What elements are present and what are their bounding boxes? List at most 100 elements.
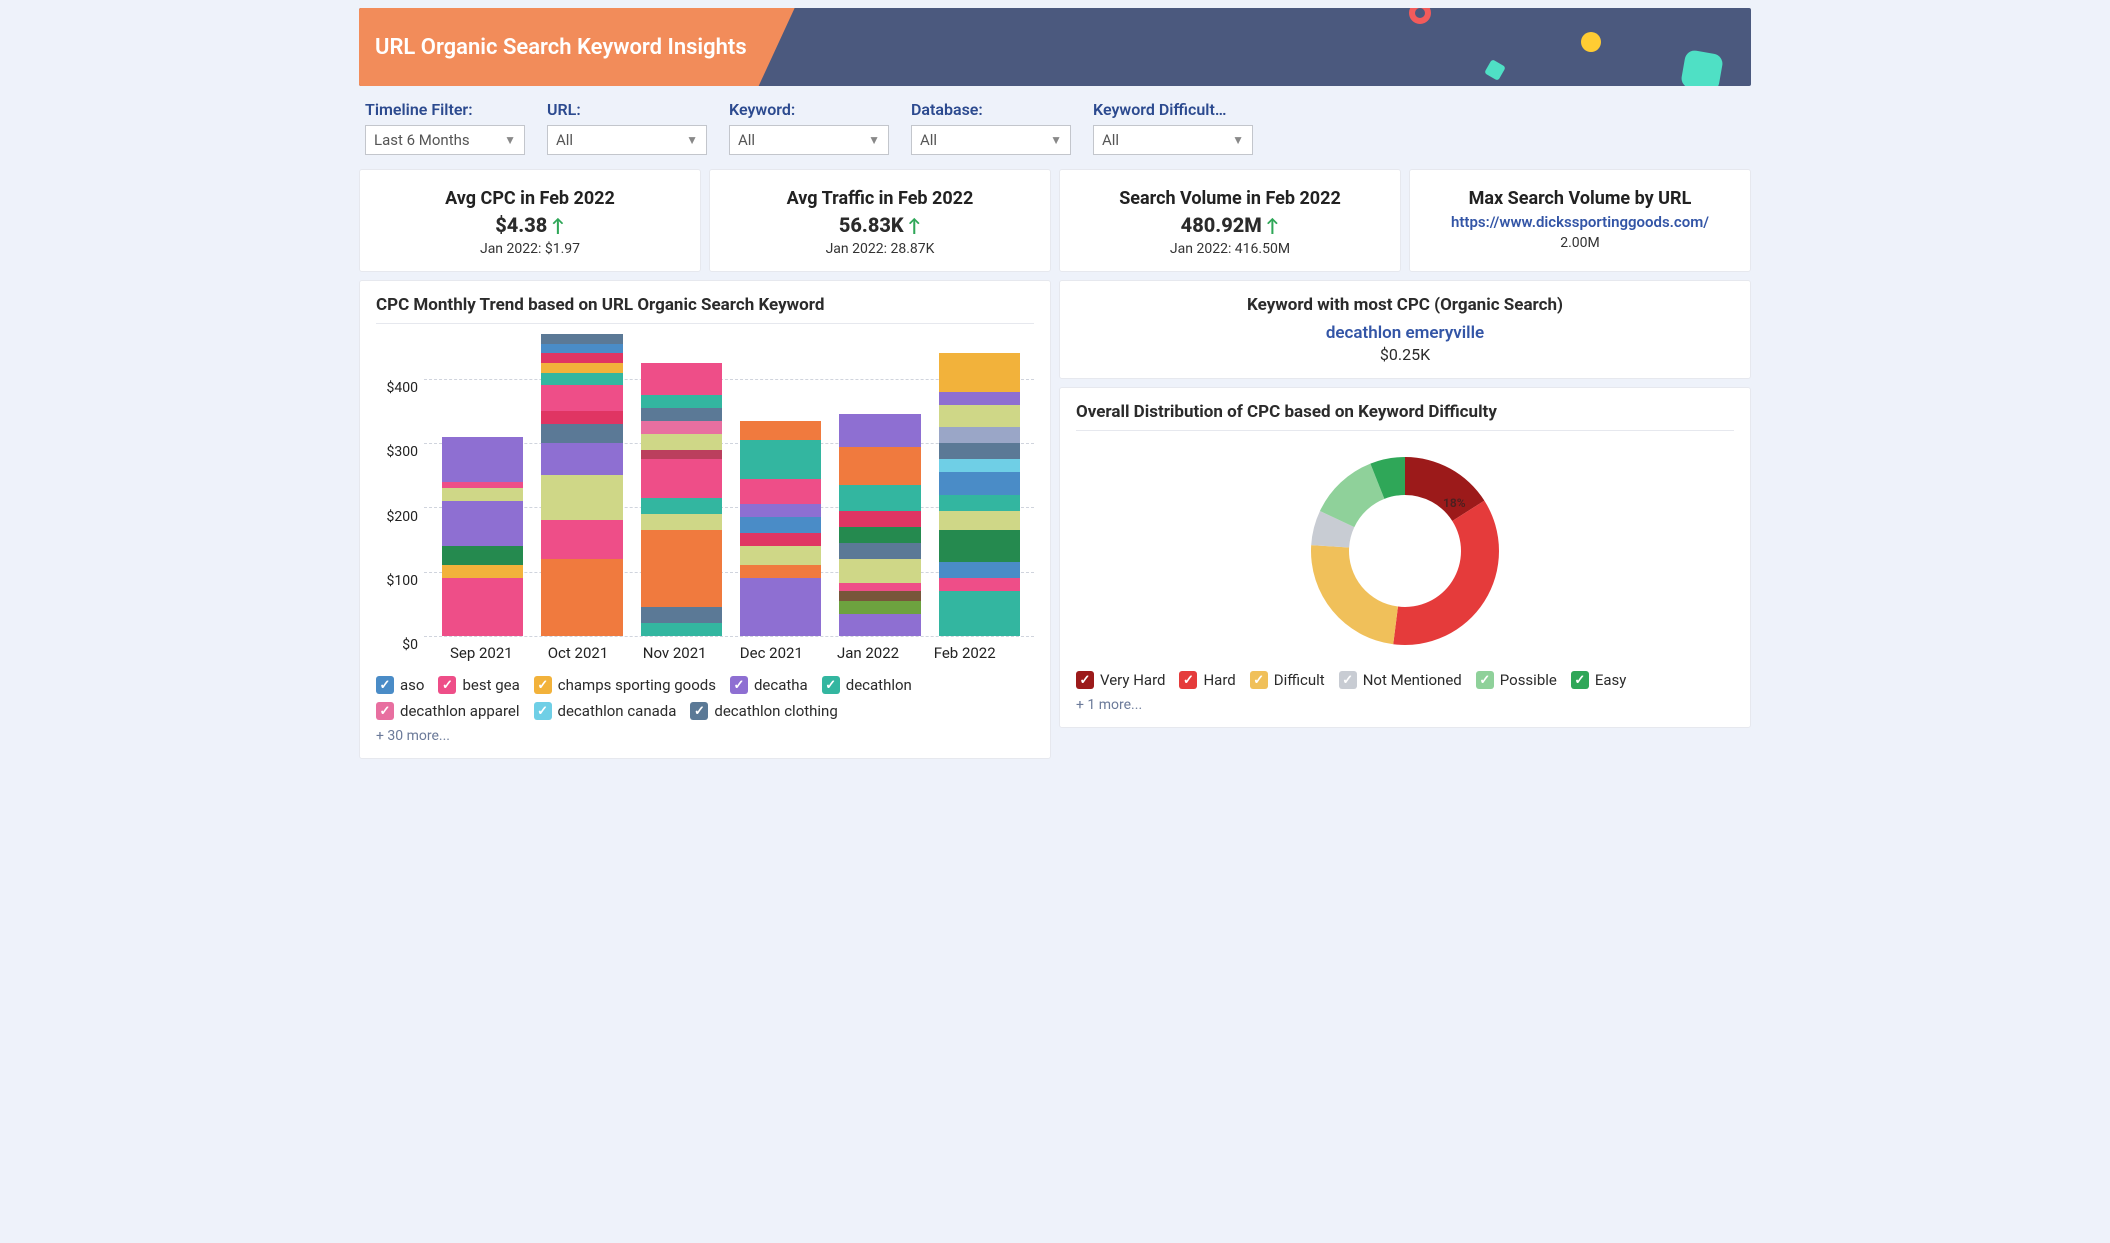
bar-segment [541,559,622,636]
bar-segment [939,353,1020,392]
legend-label: Very Hard [1100,671,1165,689]
legend-item[interactable]: ✓ Hard [1179,671,1235,689]
filter-select-0[interactable]: Last 6 Months ▼ [365,125,525,155]
legend-swatch-icon: ✓ [1250,671,1268,689]
legend-item[interactable]: ✓Easy [1571,671,1627,689]
bar-segment [541,475,622,520]
header-decoration-icon [1484,59,1506,81]
filter-select-4[interactable]: All ▼ [1093,125,1253,155]
chevron-down-icon: ▼ [868,133,880,147]
bar-column[interactable] [442,437,523,636]
x-axis-label: Dec 2021 [732,644,811,662]
bar-segment [442,565,523,578]
legend-item[interactable]: ✓aso [376,676,424,694]
filter-value: All [1102,131,1119,149]
kpi-title: Search Volume in Feb 2022 [1070,188,1390,209]
legend-item[interactable]: ✓ Very Hard [1076,671,1165,689]
donut-slice[interactable] [1311,545,1398,644]
legend-label: Hard [1203,671,1235,689]
filter-label: URL: [547,100,707,119]
bar-segment [740,440,821,479]
legend-item[interactable]: ✓Difficult [1250,671,1325,689]
legend-item[interactable]: ✓champs sporting goods [534,676,716,694]
kpi-value: $4.38 ↑ [370,213,690,237]
bar-segment [541,424,622,443]
bar-segment [442,578,523,636]
header-decoration-icon [1409,8,1431,24]
cpc-legend-more[interactable]: + 30 more... [376,728,1034,744]
bar-segment [839,614,920,636]
kpi-card: Avg Traffic in Feb 2022 56.83K ↑ Jan 202… [709,169,1051,272]
donut-legend-more[interactable]: + 1 more... [1076,697,1734,713]
legend-item[interactable]: ✓Possible [1476,671,1557,689]
bar-segment [541,520,622,559]
donut-slice-label: 18% [1443,496,1466,510]
bar-segment [939,495,1020,511]
bar-segment [641,395,722,408]
bar-segment [641,607,722,623]
bar-segment [641,498,722,514]
bar-column[interactable] [641,363,722,636]
donut-legend: ✓ Very Hard ✓ Hard ✓Difficult ✓Not Mentioned ✓… [1076,671,1734,689]
legend-swatch-icon: ✓ [822,676,840,694]
filter-value: Last 6 Months [374,131,470,149]
most-cpc-title: Keyword with most CPC (Organic Search) [1076,295,1734,315]
legend-item[interactable]: ✓best gea [438,676,519,694]
bar-segment [740,533,821,546]
bar-segment [641,434,722,450]
x-axis-label: Sep 2021 [442,644,521,662]
cpc-chart-title: CPC Monthly Trend based on URL Organic S… [376,295,1034,315]
bar-segment [442,546,523,565]
bar-column[interactable] [939,353,1020,636]
bar-segment [641,623,722,636]
filter-select-2[interactable]: All ▼ [729,125,889,155]
legend-item[interactable]: ✓ decathlon canada [534,702,677,720]
bar-segment [740,479,821,505]
bar-segment [939,443,1020,459]
bar-segment [740,517,821,533]
kpi-value: 56.83K ↑ [720,213,1040,237]
most-cpc-keyword[interactable]: decathlon emeryville [1076,323,1734,343]
bar-column[interactable] [541,334,622,636]
bar-segment [541,363,622,373]
legend-swatch-icon: ✓ [1076,671,1094,689]
bar-segment [939,562,1020,578]
legend-item[interactable]: ✓decathlon apparel [376,702,520,720]
kpi-card: Search Volume in Feb 2022 480.92M ↑ Jan … [1059,169,1401,272]
kpi-subtext: Jan 2022: 28.87K [720,241,1040,257]
bar-segment [740,578,821,636]
filter-select-3[interactable]: All ▼ [911,125,1071,155]
bar-column[interactable] [839,414,920,636]
legend-swatch-icon: ✓ [1571,671,1589,689]
legend-swatch-icon: ✓ [534,702,552,720]
legend-swatch-icon: ✓ [1179,671,1197,689]
legend-label: decathlon canada [558,702,677,720]
bar-segment [939,459,1020,472]
bar-segment [541,344,622,354]
x-axis-label: Jan 2022 [829,644,908,662]
bar-segment [839,559,920,583]
bar-segment [839,543,920,559]
kpi-link[interactable]: https://www.dickssportinggoods.com/ [1420,213,1740,231]
bar-segment [541,334,622,344]
legend-item[interactable]: ✓decatha [730,676,808,694]
bar-segment [641,514,722,530]
bar-segment [939,530,1020,562]
x-axis-label: Feb 2022 [925,644,1004,662]
filter-select-1[interactable]: All ▼ [547,125,707,155]
legend-label: aso [400,676,424,694]
legend-item[interactable]: ✓decathlon clothing [690,702,837,720]
bar-segment [839,583,920,591]
donut-slice[interactable] [1393,501,1499,645]
donut-title: Overall Distribution of CPC based on Key… [1076,402,1734,422]
filter-bar: Timeline Filter: Last 6 Months ▼ URL: Al… [359,86,1751,165]
bar-column[interactable] [740,421,821,636]
chevron-down-icon: ▼ [1232,133,1244,147]
bar-segment [541,373,622,386]
legend-swatch-icon: ✓ [534,676,552,694]
bar-segment [839,527,920,543]
legend-item[interactable]: ✓Not Mentioned [1339,671,1462,689]
bar-segment [839,511,920,527]
legend-item[interactable]: ✓decathlon [822,676,912,694]
legend-label: decathlon clothing [714,702,837,720]
